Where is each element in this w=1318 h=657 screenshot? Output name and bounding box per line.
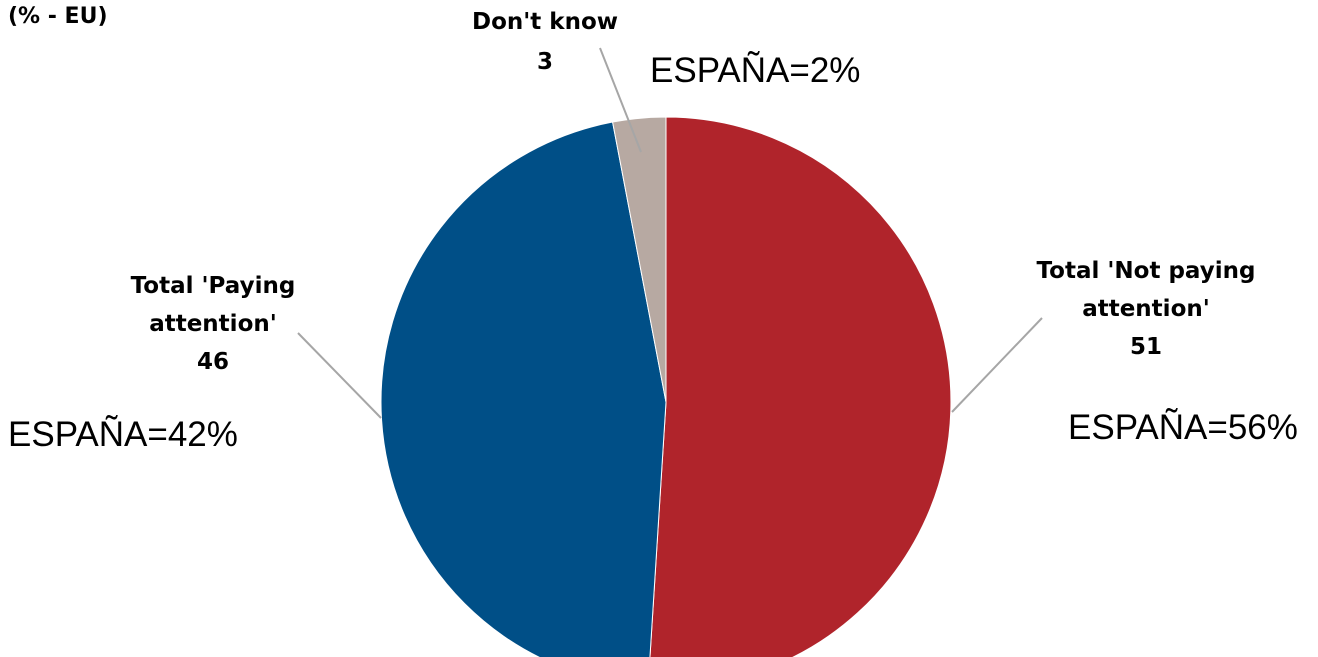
pie-slice-dont-know (612, 116, 667, 403)
pie-slices (380, 116, 952, 657)
slice-label-dont-know: Don't know 3 (472, 9, 618, 75)
spain-label-not-paying-attention: ESPAÑA=56% (1068, 408, 1298, 447)
leader-lines (297, 47, 1043, 419)
slice-name-line: Total 'Not paying (1037, 258, 1256, 284)
leader-line-dont-know (599, 47, 642, 153)
slice-value: 3 (537, 49, 553, 75)
slice-label-not-paying-attention: Total 'Not paying attention' 51 (1037, 258, 1256, 360)
pie-slice-paying-attention (380, 121, 667, 657)
spain-label-dont-know: ESPAÑA=2% (650, 51, 860, 90)
slice-name-line: attention' (1082, 296, 1210, 322)
slice-name-line: Total 'Paying (131, 273, 296, 299)
slice-name-line: attention' (149, 311, 277, 337)
spain-label-paying-attention: ESPAÑA=42% (8, 415, 238, 454)
pie-slice-not-paying-attention (649, 116, 952, 657)
slice-value: 51 (1130, 334, 1162, 360)
leader-line-paying-attention (297, 332, 382, 419)
chart-subtitle: (% - EU) (8, 4, 108, 29)
slice-labels: Total 'Not paying attention' 51 ESPAÑA=56% T… (8, 9, 1298, 454)
slice-label-paying-attention: Total 'Paying attention' 46 (131, 273, 296, 375)
leader-line-not-paying-attention (951, 317, 1043, 413)
slice-name-line: Don't know (472, 9, 618, 35)
slice-value: 46 (197, 349, 229, 375)
